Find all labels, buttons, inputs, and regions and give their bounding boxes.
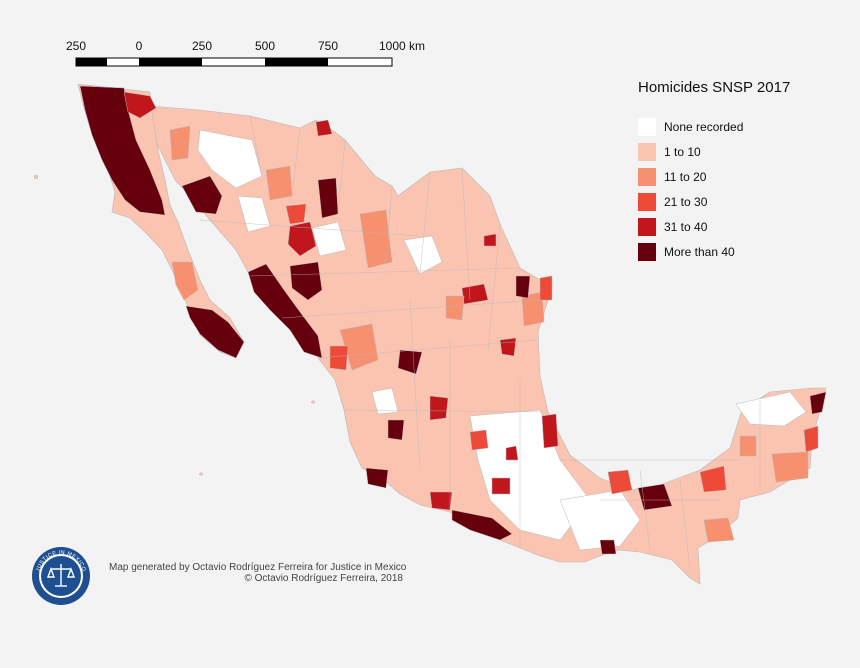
region-nuevo-laredo (483, 233, 497, 247)
region-sonora-coast (181, 175, 223, 215)
region-none-nayarit (371, 387, 399, 415)
region-oaxaca-coast (599, 539, 617, 555)
region-cd-juarez (315, 119, 333, 137)
region-tabasco (637, 483, 673, 511)
region-reynosa (515, 275, 531, 299)
region-none-durango (311, 221, 347, 257)
legend-swatch (638, 217, 656, 236)
legend-item-more-than-40: More than 40 (638, 239, 743, 264)
legend-item-31-to-40: 31 to 40 (638, 214, 743, 239)
legend-label: 21 to 30 (664, 194, 708, 209)
region-mexico-city (505, 445, 519, 461)
region-colima (365, 467, 389, 489)
region-jalisco (397, 349, 423, 375)
island-revillagigedo-1 (311, 400, 315, 404)
region-none-chihuahua (237, 195, 271, 233)
scale-label-500: 500 (255, 39, 275, 53)
scales-of-justice-icon (46, 564, 76, 587)
region-guerrero-inland (429, 491, 453, 511)
island-guadalupe (33, 174, 39, 180)
legend-swatch (638, 167, 656, 186)
credit-line-1: Map generated by Octavio Rodríguez Ferre… (109, 562, 407, 573)
region-none-oaxaca (559, 489, 641, 551)
region-chihuahua-mid (285, 203, 307, 225)
municipal-boundaries (199, 115, 761, 571)
scale-bar: 250 0 250 500 750 1000 km (66, 39, 425, 67)
region-guanajuato (469, 429, 489, 451)
region-none-coahuila (403, 235, 443, 275)
region-quintana-roo (771, 451, 809, 483)
legend-label: None recorded (664, 119, 744, 134)
legend-swatch (638, 192, 656, 211)
region-tamaulipas-coast (521, 291, 545, 327)
legend-label: 31 to 40 (664, 219, 708, 234)
region-zacatecas (339, 323, 379, 371)
region-guerrero-coast (451, 509, 513, 541)
region-matamoros (539, 275, 553, 301)
region-nuevo-leon (359, 209, 393, 269)
region-baja-mid (171, 261, 199, 301)
mexico-mainland (149, 105, 827, 585)
island-revillagigedo-2 (199, 472, 203, 476)
region-slp (445, 295, 465, 321)
justice-in-mexico-logo: JUSTICE IN MEXICO (32, 547, 90, 605)
region-sinaloa-interior (289, 261, 323, 301)
credit-line-2: © Octavio Rodríguez Ferreira, 2018 (244, 573, 403, 584)
region-sonora-east (265, 165, 293, 201)
scale-label-750: 750 (318, 39, 338, 53)
region-yucatan-south (739, 435, 757, 457)
region-campeche (699, 465, 727, 493)
region-sonora-north (169, 125, 191, 161)
legend-item-11-to-20: 11 to 20 (638, 164, 743, 189)
scale-label-0: 0 (136, 39, 143, 53)
region-jalisco-coast (429, 395, 449, 421)
region-none-yucatan (735, 391, 807, 427)
legend-swatch (638, 142, 656, 161)
scale-label-250-west: 250 (66, 39, 86, 53)
region-cancun (809, 391, 827, 415)
region-quintana-roo-north (803, 425, 819, 453)
legend-title: Homicides SNSP 2017 (638, 79, 791, 96)
region-morelos (491, 477, 511, 495)
legend-swatch (638, 117, 656, 136)
region-veracruz-north (541, 413, 559, 449)
legend-item-1-to-10: 1 to 10 (638, 139, 743, 164)
region-veracruz-south (607, 469, 633, 495)
legend-swatch (638, 242, 656, 261)
legend-label: More than 40 (664, 244, 735, 259)
legend-label: 11 to 20 (664, 169, 707, 184)
scale-label-250: 250 (192, 39, 212, 53)
legend-label: 1 to 10 (664, 144, 701, 159)
region-durango-south (329, 345, 349, 371)
region-chiapas (703, 517, 735, 543)
region-mexicali (123, 91, 157, 119)
map-credit: Map generated by Octavio Rodríguez Ferre… (109, 562, 407, 584)
region-none-sonora (197, 129, 263, 189)
region-michoacan (387, 419, 405, 441)
region-sinaloa-coast (247, 263, 323, 359)
legend: None recorded 1 to 10 11 to 20 21 to 30 … (638, 114, 743, 264)
legend-item-21-to-30: 21 to 30 (638, 189, 743, 214)
scale-label-1000-km: 1000 km (379, 39, 425, 53)
region-tampico (499, 337, 517, 357)
region-baja-sur (185, 305, 245, 359)
region-baja-north-west (79, 85, 166, 216)
region-chihuahua-west (287, 221, 317, 257)
legend-item-none-recorded: None recorded (638, 114, 743, 139)
